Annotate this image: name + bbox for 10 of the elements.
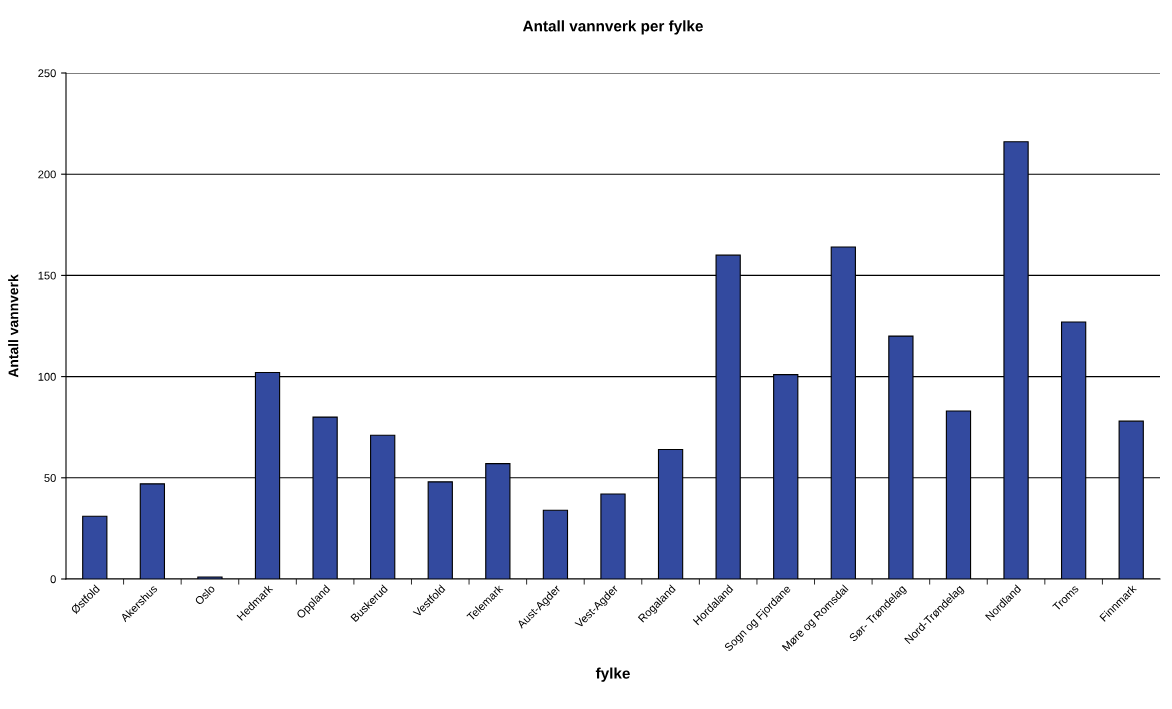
y-axis-title: Antall vannverk: [8, 274, 19, 378]
y-tick-label: 100: [38, 372, 56, 381]
x-axis-title: fylke: [595, 667, 630, 682]
y-tick-label: 150: [38, 271, 56, 280]
y-tick-label: 50: [44, 474, 56, 482]
y-tick-label: 200: [38, 170, 56, 179]
y-tick-label: 250: [38, 69, 56, 78]
chart-title: Antall vannverk per fylke: [522, 20, 703, 35]
y-tick-label: 0: [50, 575, 56, 584]
x-tick-label: Oslo: [194, 584, 216, 606]
